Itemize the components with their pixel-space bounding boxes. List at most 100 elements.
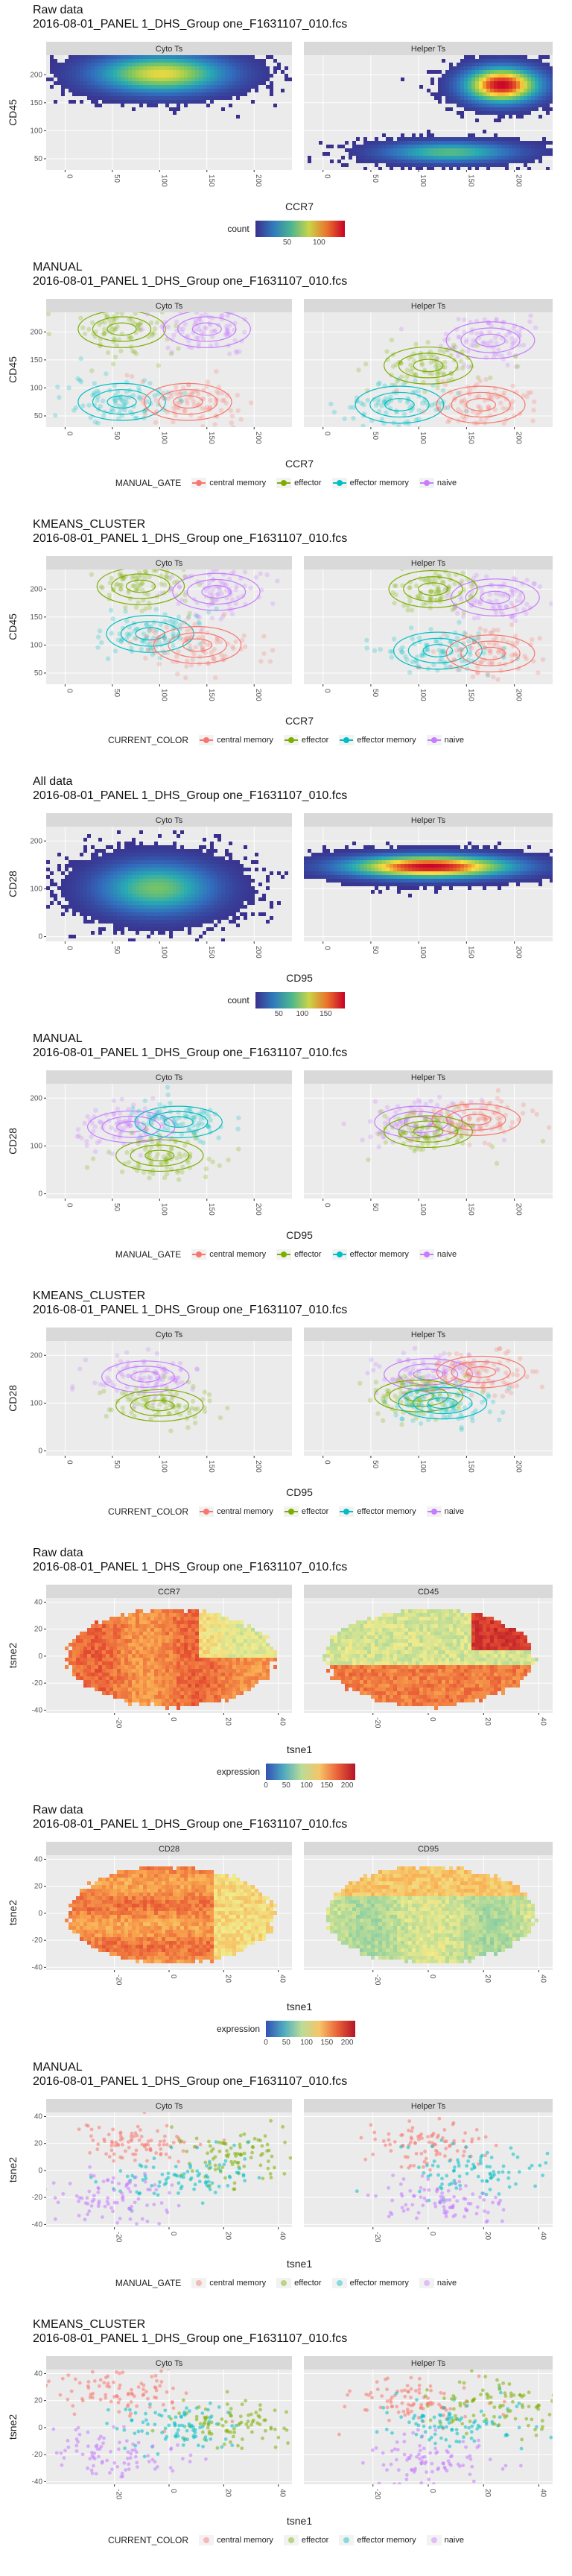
figure-title-line2: 2016-08-01_PANEL 1_DHS_Group one_F163110… <box>33 18 348 31</box>
data-point <box>173 619 179 625</box>
hex-bin <box>281 70 285 74</box>
hex-bin <box>520 78 524 81</box>
hex-bin <box>512 111 516 115</box>
hex-bin <box>139 74 143 78</box>
hex-bin <box>479 864 483 868</box>
data-point <box>178 391 184 397</box>
hex-bin <box>124 886 128 890</box>
hex-bin <box>50 894 54 897</box>
hex-bin <box>550 96 553 100</box>
hex-bin <box>199 70 203 74</box>
hex-bin <box>240 864 244 868</box>
hex-bin <box>121 78 124 81</box>
figure-title: KMEANS_CLUSTER 2016-08-01_PANEL 1_DHS_Gro… <box>33 517 347 546</box>
data-point <box>468 684 472 688</box>
data-point <box>413 378 418 384</box>
hex-bin <box>128 63 132 66</box>
hex-bin <box>221 860 225 864</box>
hex-bin <box>516 160 520 163</box>
hex-bin <box>524 55 527 59</box>
hex-bin <box>95 849 98 853</box>
data-point <box>471 600 477 606</box>
hex-bin <box>139 912 143 916</box>
hex-bin <box>434 163 438 167</box>
data-point <box>488 648 493 654</box>
hex-bin <box>427 849 430 853</box>
hex-bin <box>210 894 214 897</box>
data-point <box>249 400 254 405</box>
data-point <box>491 674 496 680</box>
hex-bin <box>453 70 457 74</box>
hex-bin <box>229 912 232 916</box>
hex-bin <box>475 163 479 167</box>
hex-bin <box>98 74 102 78</box>
hex-bin <box>363 160 367 163</box>
hex-bin <box>173 55 177 59</box>
hex-bin <box>479 100 483 104</box>
hex-bin <box>535 81 538 85</box>
hex-bin <box>390 845 393 849</box>
hex-bin <box>419 856 423 860</box>
hex-bin <box>475 868 479 871</box>
data-point <box>553 637 558 642</box>
hex-bin <box>255 89 258 92</box>
hex-bin <box>124 909 128 912</box>
hex-bin <box>501 148 505 152</box>
hex-bin <box>102 55 106 59</box>
hex-bin <box>132 860 136 864</box>
hex-bin <box>382 883 386 886</box>
hex-bin <box>535 59 538 63</box>
hex-bin <box>520 55 524 59</box>
hex-bin <box>229 890 232 894</box>
data-point <box>95 420 101 426</box>
data-point <box>177 326 182 332</box>
hex-bin <box>76 81 80 85</box>
hex-bin <box>221 78 225 81</box>
hex-bin <box>124 864 128 868</box>
data-point <box>203 588 209 594</box>
hex-bin <box>191 912 195 916</box>
data-point <box>562 607 566 611</box>
facet-strip <box>304 556 553 569</box>
hex-bin <box>147 81 150 85</box>
hex-bin <box>483 66 486 70</box>
hex-bin <box>390 167 393 170</box>
hex-bin <box>430 156 434 160</box>
hex-bin <box>217 81 221 85</box>
hex-bin <box>83 89 87 92</box>
hex-bin <box>221 66 225 70</box>
hex-bin <box>136 856 139 860</box>
hex-bin <box>535 104 538 107</box>
hex-bin <box>464 141 468 145</box>
hex-bin <box>139 871 143 875</box>
hex-bin <box>453 868 457 871</box>
hex-bin <box>173 830 177 834</box>
hex-bin <box>535 66 538 70</box>
hex-bin <box>538 70 542 74</box>
hex-bin <box>95 81 98 85</box>
hex-bin <box>498 156 501 160</box>
data-point <box>475 635 480 641</box>
hex-bin <box>128 92 132 96</box>
hex-bin <box>304 856 308 860</box>
data-point <box>441 371 447 376</box>
hex-bin <box>188 912 191 916</box>
data-point <box>457 667 463 672</box>
hex-bin <box>416 886 419 890</box>
hex-bin <box>195 860 199 864</box>
hex-bin <box>258 81 262 85</box>
legend-title: count <box>227 224 250 234</box>
data-point <box>392 600 397 606</box>
data-point <box>177 584 182 590</box>
data-point <box>193 644 198 650</box>
hex-bin <box>109 853 113 856</box>
hex-bin <box>117 81 121 85</box>
hex-bin <box>128 897 132 901</box>
hex-bin <box>236 875 240 879</box>
hex-bin <box>505 92 509 96</box>
hex-bin <box>139 92 143 96</box>
hex-bin <box>169 78 173 81</box>
data-point <box>108 607 114 613</box>
hex-bin <box>475 883 479 886</box>
hex-bin <box>162 66 165 70</box>
